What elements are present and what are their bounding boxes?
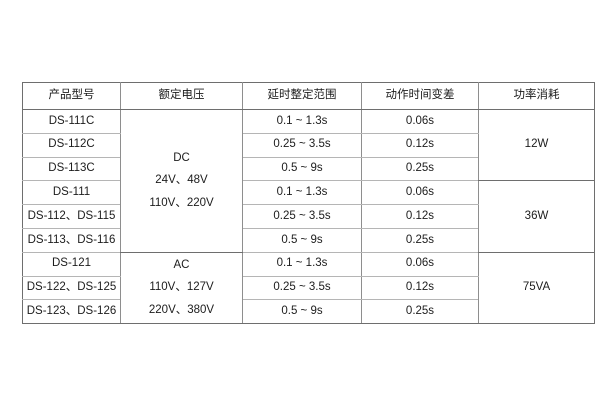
cell-power-75va: 75VA (478, 251, 595, 325)
cell-power-36w: 36W (478, 180, 595, 253)
cell-model: DS-112C (22, 132, 121, 158)
cell-variance: 0.25s (361, 156, 479, 182)
header-cell-voltage: 额定电压 (120, 82, 243, 110)
table-row: DS-111C DC 24V、48V 110V、220V 0.1 ~ 1.3s … (22, 108, 595, 253)
cell-variance: 0.12s (361, 275, 479, 301)
cell-delay: 0.5 ~ 9s (242, 227, 362, 253)
voltage-ac-line2: 220V、380V (148, 303, 215, 316)
cell-model: DS-112、DS-115 (22, 204, 121, 229)
header-cell-power: 功率消耗 (478, 82, 595, 110)
voltage-type-dc: DC (173, 151, 190, 164)
cell-delay: 0.25 ~ 3.5s (242, 132, 362, 158)
cell-model: DS-123、DS-126 (22, 299, 121, 325)
table-row: DS-113、DS-116 0.5 ~ 9s 0.25s (22, 227, 595, 253)
cell-variance: 0.06s (361, 251, 479, 277)
cell-variance: 0.06s (361, 109, 479, 134)
table-row: DS-112、DS-115 0.25 ~ 3.5s 0.12s (22, 204, 595, 229)
table-row: DS-112C 0.25 ~ 3.5s 0.12s (22, 132, 595, 158)
cell-model: DS-121 (22, 251, 121, 277)
cell-delay: 0.5 ~ 9s (242, 156, 362, 182)
cell-variance: 0.06s (361, 180, 479, 206)
cell-power-12w: 12W (478, 108, 595, 182)
cell-delay: 0.25 ~ 3.5s (242, 204, 362, 229)
cell-variance: 0.25s (361, 299, 479, 325)
voltage-type-ac: AC (173, 258, 190, 271)
table-header-row: 产品型号 额定电压 延时整定范围 动作时间变差 功率消耗 (22, 82, 595, 110)
voltage-ac-line1: 110V、127V (149, 281, 214, 294)
cell-model: DS-113、DS-116 (22, 227, 121, 253)
table-row: DS-122、DS-125 0.25 ~ 3.5s 0.12s (22, 275, 595, 301)
table-row: DS-111 0.1 ~ 1.3s 0.06s 36W (22, 180, 595, 253)
voltage-dc-line1: 24V、48V (155, 174, 208, 187)
cell-voltage-dc: DC 24V、48V 110V、220V (120, 109, 243, 253)
table-row: DS-113C 0.5 ~ 9s 0.25s (22, 156, 595, 182)
header-cell-delay: 延时整定范围 (242, 82, 362, 110)
table-row: DS-123、DS-126 0.5 ~ 9s 0.25s (22, 299, 595, 325)
cell-delay: 0.1 ~ 1.3s (242, 251, 362, 277)
header-cell-variance: 动作时间变差 (361, 82, 479, 110)
cell-model: DS-113C (22, 156, 121, 182)
header-cell-model: 产品型号 (22, 82, 121, 110)
cell-delay: 0.25 ~ 3.5s (242, 275, 362, 301)
voltage-dc-line2: 110V、220V (149, 196, 214, 209)
cell-model: DS-111 (22, 180, 121, 206)
cell-model: DS-122、DS-125 (22, 275, 121, 301)
table-row: DS-121 AC 110V、127V 220V、380V 0.1 ~ 1.3s… (22, 251, 595, 325)
cell-delay: 0.5 ~ 9s (242, 299, 362, 325)
relay-specification-table: 产品型号 额定电压 延时整定范围 动作时间变差 功率消耗 DS-111C DC … (22, 82, 595, 325)
cell-variance: 0.12s (361, 132, 479, 158)
cell-delay: 0.1 ~ 1.3s (242, 180, 362, 206)
cell-variance: 0.25s (361, 227, 479, 253)
cell-voltage-ac: AC 110V、127V 220V、380V (120, 251, 243, 325)
cell-delay: 0.1 ~ 1.3s (242, 109, 362, 134)
cell-model: DS-111C (22, 109, 121, 134)
cell-variance: 0.12s (361, 204, 479, 229)
